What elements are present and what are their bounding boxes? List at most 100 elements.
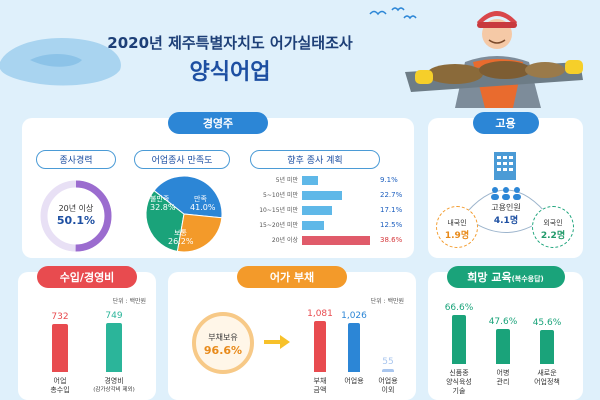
bar [496, 328, 510, 364]
satisfaction-slice-2-value: 26.2% [168, 237, 194, 246]
education-card-title: 희망 교육(복수응답) [446, 266, 565, 288]
plan-row-label: 5년 미만 [275, 177, 298, 184]
page-title: 2020년 제주특별자치도 어가실태조사 [107, 34, 353, 52]
foreign-value: 2.2명 [540, 231, 566, 241]
bar-label: 어업용 [378, 377, 398, 385]
bar-value: 1,026 [341, 311, 367, 322]
debt-card-title: 어가 부채 [237, 266, 347, 288]
plan-row-label: 5~10년 미만 [263, 192, 298, 199]
income-bars: 732 어업 총수입 749 경영비 (감가상각비 제외) [18, 302, 156, 400]
income-card: 수입/경영비 단위 : 백만원 732 어업 총수입 749 경영비 (감가상각비 제외) [18, 266, 156, 400]
plan-row-bar [302, 236, 370, 245]
plan-row-bar [302, 176, 318, 185]
bar [106, 323, 122, 372]
plan-row-bar [302, 206, 332, 215]
bar-label: 총수입 [50, 386, 70, 394]
plan-label: 향후 종사 계획 [250, 150, 380, 169]
bar-value: 732 [51, 312, 69, 323]
bar-label: 어업 [53, 377, 67, 385]
employment-card-title: 고용 [472, 112, 539, 134]
plan-row-label: 10~15년 미만 [259, 207, 298, 214]
bar-label: 신품종 [449, 369, 469, 377]
foreign-label: 외국인 [543, 219, 563, 227]
domestic-value: 1.9명 [444, 231, 470, 241]
bar-value: 66.6% [444, 302, 474, 313]
experience-value: 50.1% [56, 214, 96, 227]
plan-row-value: 9.1% [380, 176, 398, 184]
satisfaction-slice-1-label: 만족 [194, 195, 207, 203]
bar-label: 어병 [496, 369, 510, 377]
bar-label: 새로운 [537, 369, 557, 377]
bar-label: 어업용 [344, 377, 364, 385]
debt-holding-value: 96.6% [203, 344, 243, 357]
debt-holding-label: 부채보유 [208, 333, 238, 342]
education-card: 희망 교육(복수응답) 66.6% 신품종 양식육성 기술 47.6% 어병 관리 45.6%… [428, 266, 583, 400]
satisfaction-slice-2-label: 보통 [174, 229, 187, 237]
bar-value: 45.6% [532, 318, 562, 329]
income-unit: 단위 : 백만원 [112, 298, 146, 305]
foreign-circle [532, 206, 574, 248]
plan-row-bar [302, 221, 324, 230]
employment-total-value: 4.1명 [493, 216, 519, 226]
bar [452, 314, 466, 364]
bar-label: 경영비 [104, 377, 124, 385]
pie-slice-2 [176, 213, 223, 253]
birds-icon [369, 7, 417, 20]
experience-donut [40, 180, 112, 252]
plan-row-value: 38.6% [380, 236, 403, 244]
bar [540, 330, 554, 364]
fisherman-illustration [405, 11, 583, 108]
bar-label: 관리 [496, 378, 510, 386]
bar-label: 기술 [452, 387, 466, 395]
arrow-right-icon [264, 335, 290, 349]
jeju-island-icon [0, 38, 121, 86]
management-card: 경영주 종사경력 20년 이상 50.1% 어업종사 만족도 불만족 32.8%… [22, 112, 414, 258]
bar [314, 320, 326, 372]
bar-label: 어업정책 [534, 378, 560, 386]
bar [52, 324, 68, 372]
employment-card: 고용 고용인원 4.1명 내국인 1.9명 외국인 2.2명 [428, 112, 583, 258]
debt-bars: 1,081 부채 금액 1,026 어업용 55 어업용 이외 [298, 302, 408, 400]
bar-value: 55 [382, 357, 394, 367]
management-card-title: 경영주 [168, 112, 268, 134]
education-bars: 66.6% 신품종 양식육성 기술 47.6% 어병 관리 45.6% 새로운 어업정책 [428, 292, 583, 400]
bar [382, 369, 394, 372]
domestic-label: 내국인 [447, 219, 467, 227]
income-card-title: 수입/경영비 [37, 266, 137, 288]
domestic-circle [436, 206, 478, 248]
bar-value: 47.6% [488, 316, 518, 327]
satisfaction-pie [145, 175, 223, 253]
education-title-note: (복수응답) [511, 275, 544, 283]
satisfaction-slice-0-label: 불만족 [150, 195, 170, 203]
plan-row-value: 22.7% [380, 191, 403, 199]
debt-unit: 단위 : 백만원 [370, 298, 404, 305]
experience-label: 종사경력 [36, 150, 116, 169]
bar-label: 금액 [313, 386, 327, 394]
bar-label: (감가상각비 제외) [93, 387, 135, 393]
bar-label: 이외 [381, 386, 395, 394]
plan-row-bar [302, 191, 342, 200]
satisfaction-slice-0-value: 32.8% [150, 203, 176, 212]
bar-value: 749 [105, 311, 123, 322]
satisfaction-label: 어업종사 만족도 [134, 150, 230, 169]
employment-total-label: 고용인원 [491, 203, 521, 212]
pie-slice-1 [153, 175, 223, 219]
debt-card: 어가 부채 단위 : 백만원 부채보유 96.6% 1,081 부채 금액 1,026… [168, 266, 416, 400]
bar-label: 양식육성 [446, 378, 472, 386]
building-icon [494, 152, 516, 180]
header: 2020년 제주특별자치도 어가실태조사 양식어업 [0, 0, 600, 108]
people-icon [491, 187, 521, 200]
pie-slice-0 [145, 189, 185, 253]
plan-bars: 5년 미만 9.1% 5~10년 미만 22.7% 10~15년 미만 17.1% 15~2… [250, 176, 410, 254]
debt-holding-circle [192, 312, 254, 374]
satisfaction-slice-1-value: 41.0% [190, 203, 216, 212]
bar [348, 323, 360, 372]
page-subtitle: 양식어업 [189, 60, 271, 85]
plan-row-label: 20년 이상 [271, 237, 298, 244]
plan-row-value: 17.1% [380, 206, 403, 214]
experience-text: 20년 이상 [58, 204, 94, 213]
bar-value: 1,081 [307, 308, 333, 319]
plan-row-label: 15~20년 미만 [259, 222, 298, 229]
plan-row-value: 12.5% [380, 221, 403, 229]
education-title-text: 희망 교육 [467, 271, 512, 284]
